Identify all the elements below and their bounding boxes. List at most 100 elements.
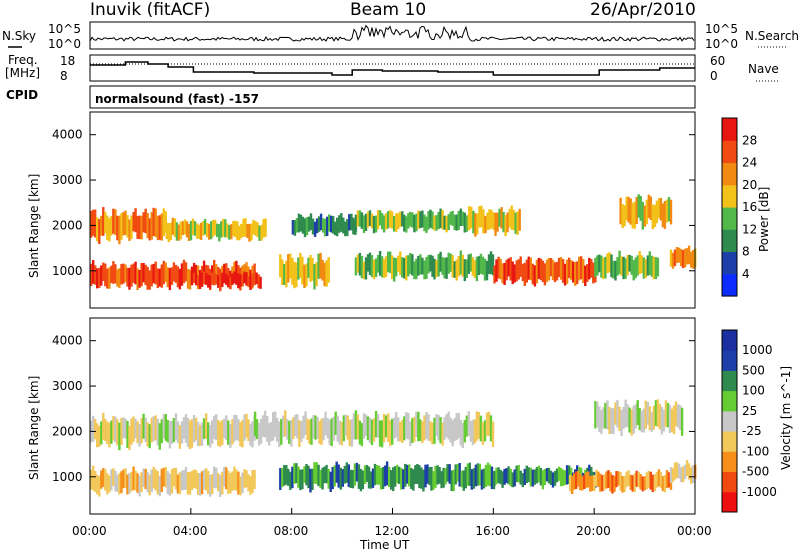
heatmap-cell (502, 212, 505, 233)
heatmap-cell (134, 261, 137, 285)
heatmap-cell (215, 274, 218, 285)
heatmap-cell (442, 467, 445, 488)
heatmap-cell (170, 267, 174, 285)
heatmap-cell (297, 257, 300, 280)
colorbar-swatch (722, 451, 737, 472)
heatmap-cell (477, 412, 481, 439)
heatmap-cell (417, 210, 420, 229)
heatmap-cell (132, 466, 135, 491)
heatmap-cell (516, 211, 519, 235)
heatmap-cell (497, 256, 500, 279)
heatmap-cell (399, 251, 402, 276)
heatmap-cell (407, 255, 410, 277)
heatmap-cell (152, 207, 155, 236)
heatmap-cell (448, 464, 451, 484)
heatmap-cell (227, 470, 230, 494)
heatmap-cell (354, 214, 358, 232)
heatmap-cell (172, 418, 176, 443)
heatmap-cell (384, 415, 388, 438)
heatmap-cell (236, 221, 239, 241)
heatmap-cell (201, 221, 205, 236)
freq-tick-top: 18 (60, 54, 75, 68)
heatmap-cell (263, 410, 267, 438)
heatmap-cell (334, 411, 337, 435)
heatmap-cell (301, 469, 304, 490)
heatmap-cell (612, 408, 615, 434)
heatmap-cell (322, 417, 325, 441)
heatmap-cell (124, 264, 127, 283)
heatmap-cell (643, 476, 646, 491)
heatmap-cell (207, 275, 210, 288)
heatmap-cell (576, 261, 579, 285)
heatmap-cell (596, 401, 599, 428)
heatmap-cell (346, 415, 349, 440)
heatmap-cell (634, 257, 637, 279)
heatmap-cell (432, 471, 435, 490)
heatmap-cell (332, 416, 335, 441)
heatmap-cell (104, 211, 107, 234)
heatmap-cell (198, 275, 202, 289)
heatmap-cell (443, 215, 446, 230)
heatmap-cell (102, 207, 105, 236)
heatmap-cell (383, 465, 387, 487)
heatmap-cell (638, 251, 641, 274)
heatmap-cell (172, 262, 176, 282)
heatmap-cell (621, 204, 624, 228)
heatmap-cell (281, 467, 284, 488)
heatmap-cell (515, 465, 518, 483)
heatmap-cell (209, 424, 212, 448)
heatmap-cell (675, 247, 679, 264)
heatmap-cell (495, 467, 498, 485)
heatmap-cell (225, 273, 228, 285)
heatmap-cell (345, 462, 348, 483)
heatmap-cell (553, 471, 557, 486)
heatmap-cell (223, 466, 226, 487)
heatmap-cell (384, 256, 388, 277)
heatmap-cell (160, 468, 163, 492)
heatmap-cell (382, 413, 386, 443)
heatmap-cell (239, 422, 242, 447)
heatmap-cell (405, 255, 408, 281)
heatmap-cell (613, 475, 616, 492)
heatmap-cell (657, 469, 661, 487)
heatmap-cell (563, 470, 567, 485)
heatmap-cell (409, 253, 412, 274)
heatmap-cell (355, 462, 359, 482)
heatmap-cell (357, 464, 361, 489)
heatmap-cell (463, 259, 466, 282)
heatmap-cell (182, 259, 186, 284)
heatmap-cell (553, 262, 557, 283)
heatmap-cell (614, 402, 617, 425)
colorbar-tick-label: 100 (742, 384, 765, 398)
heatmap-cell (120, 213, 123, 240)
heatmap-cell (253, 469, 256, 489)
heatmap-cell (312, 415, 315, 439)
heatmap-cell (632, 405, 635, 434)
heatmap-cell (456, 464, 459, 482)
heatmap-cell (391, 418, 394, 445)
heatmap-cell (309, 468, 312, 493)
heatmap-cell (301, 256, 304, 285)
heatmap-cell (154, 261, 157, 285)
heatmap-cell (231, 471, 234, 491)
heatmap-cell (589, 475, 592, 492)
heatmap-cell (321, 467, 324, 490)
heatmap-cell (545, 468, 549, 482)
heatmap-cell (627, 196, 630, 223)
heatmap-cell (639, 196, 642, 221)
heatmap-cell (666, 403, 670, 428)
freq-trace (90, 61, 695, 76)
heatmap-cell (219, 474, 222, 497)
heatmap-cell (352, 217, 355, 235)
heatmap-cell (408, 464, 411, 487)
heatmap-cell (130, 264, 133, 287)
heatmap-cell (318, 420, 321, 444)
power-panel-frame (89, 111, 696, 309)
heatmap-cell (354, 410, 358, 440)
heatmap-cell (116, 269, 119, 287)
x-tick-label: 12:00 (375, 524, 410, 538)
heatmap-cell (449, 417, 452, 443)
heatmap-cell (463, 420, 466, 443)
heatmap-cell (108, 267, 111, 289)
heatmap-cell (561, 469, 565, 486)
